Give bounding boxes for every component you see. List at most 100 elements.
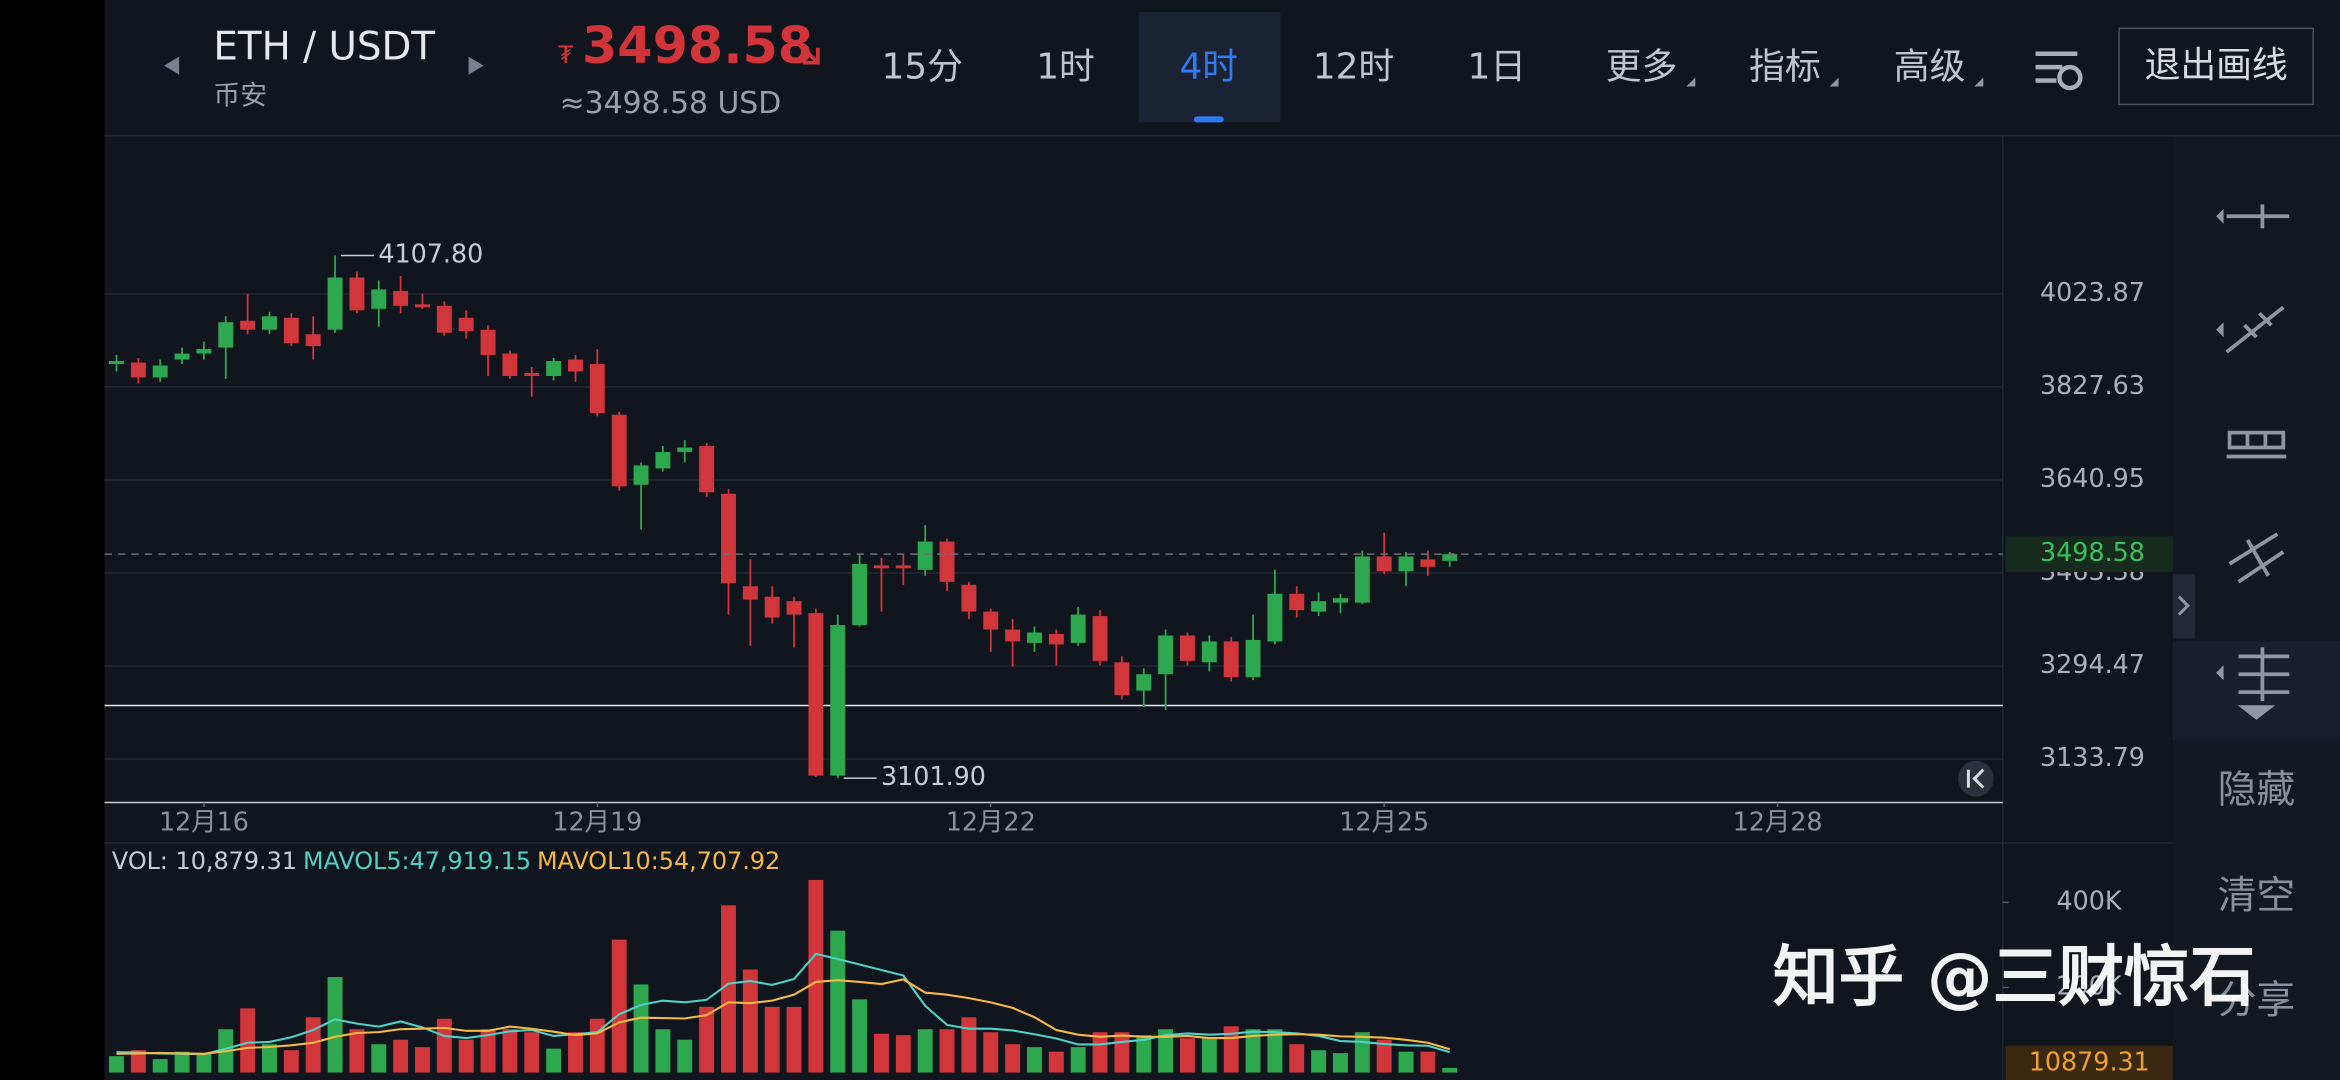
volume-bar [174, 1051, 190, 1073]
candle-body [983, 611, 999, 630]
menu-caret [1974, 77, 1984, 87]
sidebar-action[interactable]: 隐藏 [2218, 768, 2296, 813]
candle-body [327, 277, 343, 330]
prev-pair[interactable] [164, 56, 180, 75]
candle-body [895, 565, 911, 569]
candle-body [1223, 641, 1239, 678]
volume-bar [699, 1006, 715, 1073]
icon-lines [2035, 51, 2078, 83]
pointer [2216, 208, 2224, 224]
volume-bar [917, 1029, 933, 1073]
candle-body [1245, 639, 1261, 678]
tool-fib[interactable] [2238, 647, 2290, 702]
candle-body [1070, 614, 1086, 643]
volume-bar [895, 1035, 911, 1073]
sidebar-action[interactable]: 清空 [2218, 874, 2296, 919]
volume-bar [524, 1032, 540, 1073]
candle-body [1289, 593, 1305, 611]
collapse-tab[interactable] [2172, 574, 2196, 639]
tool-hline[interactable] [2226, 204, 2290, 229]
candle-body [917, 541, 933, 570]
volume-bar [939, 1029, 955, 1073]
candle-body [305, 334, 321, 347]
volume-bar [436, 1018, 452, 1073]
candle-body [699, 446, 715, 493]
candle-body [1027, 632, 1042, 643]
candle-body [371, 289, 387, 309]
volume-bar [568, 1032, 583, 1073]
exit-button-label[interactable]: 退出画线 [2145, 45, 2288, 86]
icon-gear [2057, 64, 2083, 91]
tool-channel[interactable] [2228, 532, 2285, 584]
x-tick-label: 12月22 [946, 806, 1036, 836]
candle-body [1201, 641, 1217, 663]
volume-bar [764, 1006, 780, 1073]
sidebar-action[interactable]: 分享 [2218, 978, 2296, 1023]
volume-bar [152, 1059, 168, 1073]
candle-body [1333, 598, 1348, 603]
interval-tab[interactable]: 4时 [1180, 47, 1239, 88]
volume-bar [1442, 1067, 1458, 1073]
candle-body [196, 349, 212, 354]
currency-symbol: ₮ [558, 41, 573, 69]
candle-body [764, 596, 780, 618]
volume-bar [262, 1044, 277, 1073]
exit-button[interactable] [2118, 27, 2314, 106]
volume-bar [742, 969, 758, 1073]
volume-bar [349, 1029, 365, 1073]
volume-bar [1092, 1032, 1108, 1073]
tool-expand[interactable] [2237, 705, 2276, 720]
candle-body [633, 465, 649, 485]
legend-entry: MAVOL10:54,707.92 [537, 847, 780, 875]
interval-tab[interactable]: 15分 [882, 47, 963, 88]
volume-bar [655, 1029, 671, 1073]
candle-body [436, 305, 452, 333]
menu-tab[interactable]: 指标 [1749, 47, 1821, 88]
volume-bar [983, 1032, 999, 1073]
candle-body [742, 586, 758, 600]
candle-body [568, 359, 583, 372]
menu-tab[interactable]: 更多 [1606, 47, 1678, 88]
menu-tab[interactable]: 高级 [1894, 47, 1966, 88]
volume-bar [961, 1017, 977, 1073]
candle-body [1398, 556, 1414, 572]
y-tick-label: 3294.47 [2040, 649, 2145, 679]
interval-tab[interactable]: 1时 [1036, 47, 1095, 88]
volume-bar [830, 930, 846, 1073]
candle-body [830, 625, 846, 776]
interval-tab[interactable]: 1日 [1468, 47, 1527, 88]
volume-bar [852, 999, 868, 1073]
candle-body [1420, 559, 1436, 567]
volume-bar [1048, 1051, 1064, 1073]
volume-bar [721, 905, 736, 1073]
volume-bar [1267, 1029, 1283, 1073]
volume-bar [1398, 1051, 1414, 1073]
volume-bar [371, 1044, 387, 1073]
volume-bar [1311, 1050, 1327, 1073]
volume-bar [1245, 1029, 1261, 1073]
candle-body [458, 317, 474, 332]
tool-ruler[interactable] [2226, 430, 2287, 459]
volume-bar [1158, 1029, 1174, 1073]
exchange: 币安 [213, 80, 267, 111]
current-price-tag [2005, 536, 2173, 573]
current-price-label: 3498.58 [2040, 537, 2145, 567]
interval-tab[interactable]: 12时 [1313, 47, 1394, 88]
candle-body [589, 364, 605, 414]
volume-bar [130, 1050, 146, 1073]
x-tick-label: 12月16 [159, 806, 249, 836]
candle-body [262, 316, 277, 330]
next-pair[interactable] [468, 56, 484, 75]
y-tick-label: 200K [2056, 970, 2122, 1000]
x-tick-label: 12月19 [552, 806, 642, 836]
extreme-label: 3101.90 [881, 761, 986, 791]
candle-body [393, 290, 409, 306]
tool-trendline[interactable] [2225, 305, 2285, 354]
volume-legend-label: VOL: 10,879.31 [112, 847, 297, 875]
volume-legend: VOL: 10,879.31 MAVOL5:47,919.15 MAVOL10:54… [112, 847, 780, 875]
y-tick-label: 3827.63 [2040, 370, 2145, 400]
settings-icon[interactable] [2035, 51, 2083, 91]
candle-body [611, 414, 627, 487]
